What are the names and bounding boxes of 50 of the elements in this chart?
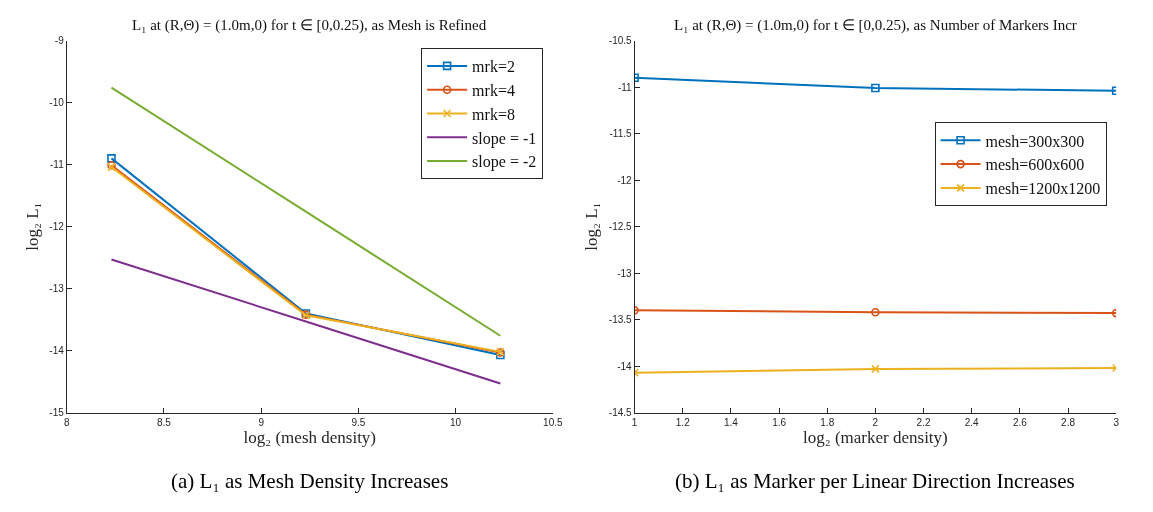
x-tick-label: 1.2 bbox=[675, 416, 691, 428]
legend-label: mesh=1200x1200 bbox=[985, 180, 1101, 198]
x-tick-label: 1.8 bbox=[820, 416, 835, 428]
x-tick-label: 3 bbox=[1113, 416, 1120, 428]
x-axis-title: log₂ (mesh density) bbox=[243, 428, 377, 448]
y-tick-label: -12.5 bbox=[608, 221, 633, 233]
y-tick-label: -12 bbox=[49, 221, 65, 233]
x-tick-label: 10 bbox=[450, 416, 462, 428]
y-axis-title: log₂ L₁ bbox=[22, 202, 42, 251]
y-tick-label: -13 bbox=[49, 283, 65, 295]
legend-label: mesh=600x600 bbox=[985, 156, 1085, 174]
x-tick-label: 1 bbox=[631, 416, 638, 428]
y-tick-label: -9 bbox=[54, 35, 65, 47]
text: (b) L₁ as Marker per Linear Direction Increases bbox=[675, 469, 1075, 493]
y-tick-label: -14.5 bbox=[608, 407, 633, 419]
point bbox=[107, 154, 116, 163]
x-tick-label: 2.8 bbox=[1061, 416, 1076, 428]
y-axis-title: log₂ L₁ bbox=[582, 202, 602, 251]
text: (a) L₁ as Mesh Density Increases bbox=[171, 469, 449, 493]
y-tick-label: -11 bbox=[617, 81, 633, 93]
x-tick-label: 9 bbox=[258, 416, 265, 428]
y-tick-label: -14 bbox=[49, 345, 65, 357]
y-tick-label: -11 bbox=[50, 159, 65, 171]
y-tick-label: -15 bbox=[49, 407, 65, 419]
y-tick-label: -10 bbox=[49, 97, 65, 109]
legend-label: slope = -2 bbox=[472, 153, 537, 172]
x-tick-label: 2.2 bbox=[916, 416, 931, 428]
legend-label: mesh=300x300 bbox=[985, 132, 1085, 150]
x-tick-label: 8 bbox=[63, 416, 70, 428]
legend-label: mrk=4 bbox=[472, 81, 515, 99]
x-tick-label: 1.6 bbox=[772, 416, 787, 428]
chart-title: L₁ at (R,Θ) = (1.0m,0) for t ∈ [0,0.25), as Number of Markers Incr bbox=[674, 17, 1077, 34]
x-tick-label: 9.5 bbox=[351, 416, 366, 428]
y-tick-label: -14 bbox=[617, 360, 633, 372]
x-tick-label: 8.5 bbox=[157, 416, 172, 428]
x-tick-label: 10.5 bbox=[543, 416, 564, 428]
x-tick-label: 2.4 bbox=[964, 416, 980, 428]
y-tick-label: -12 bbox=[617, 174, 633, 186]
y-tick-label: -13 bbox=[617, 267, 633, 279]
y-tick-label: -10.5 bbox=[608, 35, 633, 47]
chart-title: L₁ at (R,Θ) = (1.0m,0) for t ∈ [0,0.25), as Mesh is Refined bbox=[132, 17, 487, 34]
x-tick-label: 2 bbox=[872, 416, 879, 428]
x-tick-label: 2.6 bbox=[1012, 416, 1028, 428]
y-tick-label: -11.5 bbox=[609, 128, 633, 140]
y-tick-label: -13.5 bbox=[608, 314, 633, 326]
legend-label: mrk=2 bbox=[472, 58, 515, 76]
x-axis-title: log₂ (marker density) bbox=[803, 428, 948, 448]
x-tick-label: 1.4 bbox=[723, 416, 739, 428]
legend-label: mrk=8 bbox=[472, 105, 515, 123]
legend-label: slope = -1 bbox=[472, 129, 537, 148]
